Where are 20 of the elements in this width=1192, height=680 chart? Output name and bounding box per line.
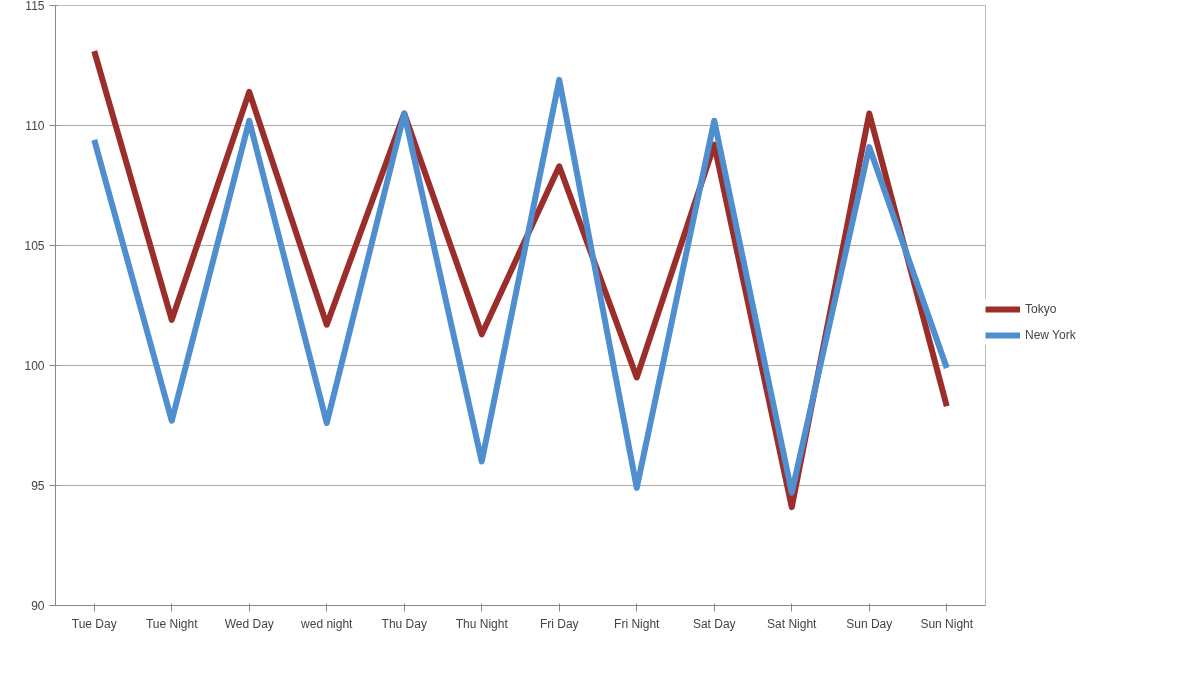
legend-label: Tokyo <box>1025 302 1057 316</box>
y-tick-label: 105 <box>24 239 45 253</box>
x-tick-label: Tue Day <box>71 616 117 631</box>
x-tick-label: Fri Day <box>539 616 579 631</box>
x-tick-label: Tue Night <box>145 616 199 631</box>
y-tick-label: 90 <box>31 599 45 613</box>
x-tick-label: wed night <box>300 616 354 631</box>
x-tick-label: Fri Night <box>614 616 661 631</box>
y-tick-label: 100 <box>24 359 45 373</box>
x-tick-label: Sun Day <box>846 616 893 631</box>
x-tick-label: Thu Day <box>381 616 427 631</box>
y-tick-label: 95 <box>31 479 45 493</box>
legend-label: New York <box>1025 328 1076 342</box>
x-tick-label: Thu Night <box>455 616 509 631</box>
y-tick-label: 115 <box>25 0 45 13</box>
x-tick-label: Wed Day <box>224 616 274 631</box>
x-tick-label: Sat Day <box>692 616 736 631</box>
x-tick-label: Sun Night <box>920 616 974 631</box>
x-tick-label: Sat Night <box>767 616 818 631</box>
y-tick-label: 110 <box>25 119 45 133</box>
